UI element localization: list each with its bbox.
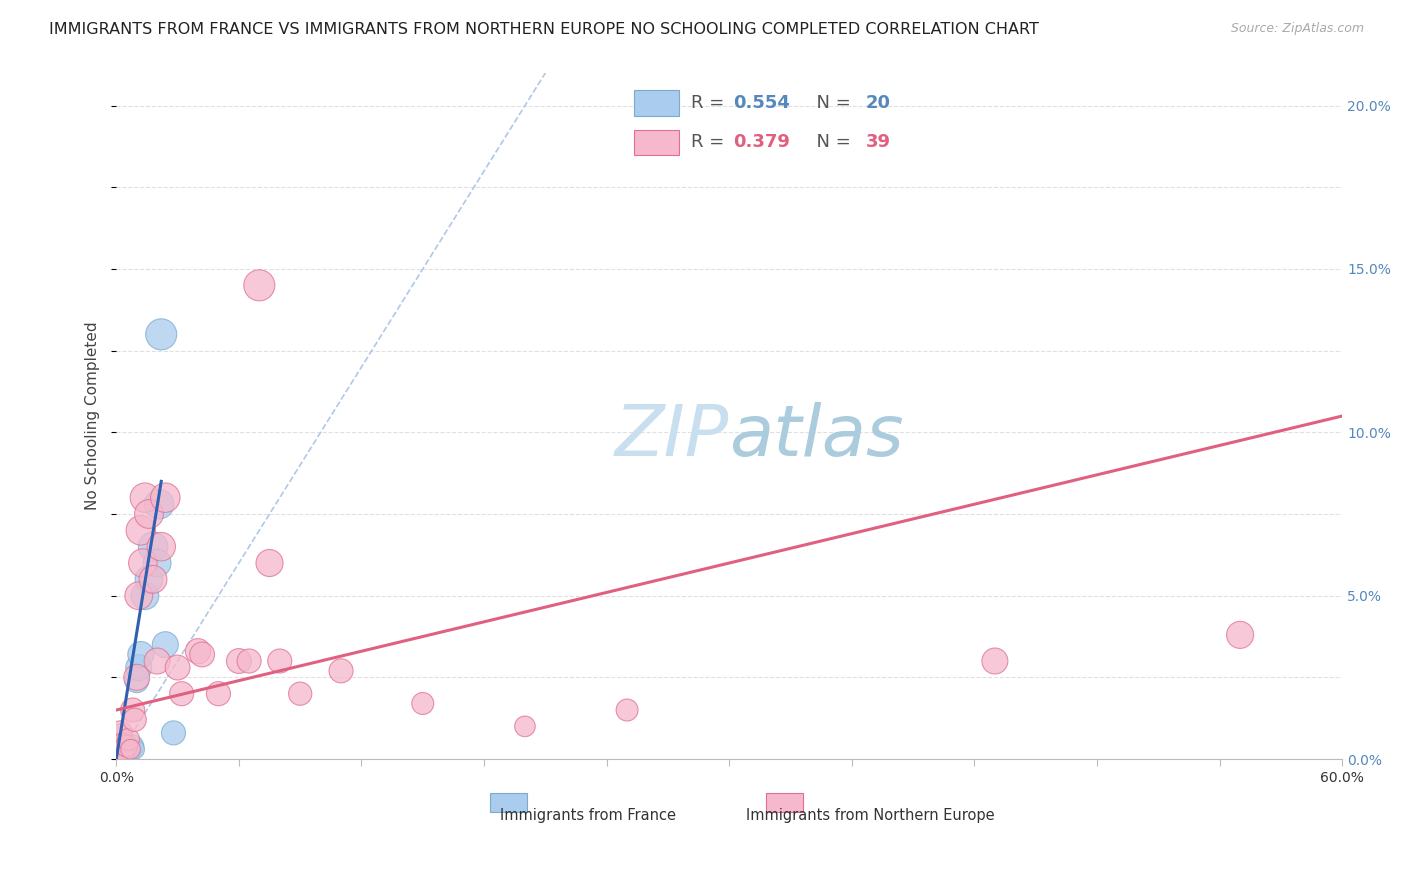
Text: ZIP: ZIP: [614, 402, 730, 471]
Point: [330, 664, 353, 678]
Point: [162, 726, 184, 740]
Point: [114, 742, 136, 756]
Point: [117, 742, 139, 756]
Point: [134, 589, 156, 603]
Point: [107, 739, 129, 753]
Bar: [766, 793, 803, 812]
Point: [142, 540, 165, 554]
Point: [228, 654, 250, 668]
Point: [128, 589, 150, 603]
Point: [110, 726, 132, 740]
Point: [129, 524, 152, 538]
Point: [107, 739, 129, 753]
Point: [107, 729, 129, 743]
Point: [125, 673, 148, 688]
Point: [120, 746, 142, 760]
Point: [142, 572, 165, 586]
Point: [259, 556, 281, 570]
Point: [124, 713, 146, 727]
Point: [124, 742, 146, 756]
Point: [117, 732, 139, 747]
Point: [121, 703, 143, 717]
Point: [166, 660, 188, 674]
Point: [111, 742, 134, 756]
Point: [138, 507, 160, 521]
Point: [155, 491, 177, 505]
Point: [120, 742, 142, 756]
Point: [269, 654, 291, 668]
Point: [111, 736, 134, 750]
Point: [121, 739, 143, 753]
Point: [170, 687, 193, 701]
Bar: [491, 793, 527, 812]
Point: [146, 556, 169, 570]
Point: [132, 556, 155, 570]
Point: [128, 660, 150, 674]
Point: [150, 327, 173, 342]
Point: [191, 648, 214, 662]
Point: [111, 748, 134, 763]
Y-axis label: No Schooling Completed: No Schooling Completed: [86, 322, 100, 510]
Point: [207, 687, 229, 701]
Point: [110, 746, 132, 760]
Point: [412, 697, 434, 711]
Point: [115, 739, 138, 753]
Point: [148, 497, 170, 511]
Point: [138, 572, 160, 586]
Text: Immigrants from France: Immigrants from France: [501, 808, 676, 823]
Point: [114, 746, 136, 760]
Point: [288, 687, 311, 701]
Point: [129, 648, 152, 662]
Point: [984, 654, 1007, 668]
Point: [115, 746, 138, 760]
Point: [146, 654, 169, 668]
Point: [125, 670, 148, 684]
Point: [616, 703, 638, 717]
Text: atlas: atlas: [730, 402, 904, 471]
Point: [134, 491, 156, 505]
Point: [110, 742, 132, 756]
Point: [150, 540, 173, 554]
Point: [1229, 628, 1251, 642]
Point: [155, 638, 177, 652]
Point: [187, 644, 209, 658]
Point: [238, 654, 260, 668]
Text: IMMIGRANTS FROM FRANCE VS IMMIGRANTS FROM NORTHERN EUROPE NO SCHOOLING COMPLETED: IMMIGRANTS FROM FRANCE VS IMMIGRANTS FRO…: [49, 22, 1039, 37]
Text: Source: ZipAtlas.com: Source: ZipAtlas.com: [1230, 22, 1364, 36]
Text: Immigrants from Northern Europe: Immigrants from Northern Europe: [747, 808, 994, 823]
Point: [247, 278, 270, 293]
Point: [513, 719, 536, 733]
